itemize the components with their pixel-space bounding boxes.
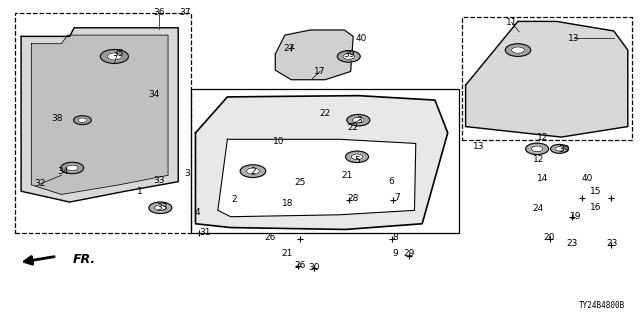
- Text: 21: 21: [281, 249, 292, 258]
- Circle shape: [353, 117, 364, 123]
- Text: 20: 20: [543, 233, 554, 242]
- Text: 37: 37: [179, 8, 190, 17]
- Text: 13: 13: [568, 34, 580, 43]
- Text: 2: 2: [231, 195, 237, 204]
- Text: 10: 10: [273, 137, 284, 146]
- Text: 12: 12: [532, 155, 544, 164]
- Circle shape: [155, 205, 166, 211]
- Text: 38: 38: [51, 114, 63, 123]
- Circle shape: [61, 162, 84, 174]
- Polygon shape: [275, 30, 353, 80]
- Text: 26: 26: [264, 233, 276, 242]
- Circle shape: [74, 116, 92, 124]
- Text: FR.: FR.: [73, 253, 96, 266]
- Circle shape: [346, 151, 369, 163]
- Text: 27: 27: [284, 44, 295, 53]
- Text: 39: 39: [343, 50, 355, 59]
- Circle shape: [246, 168, 259, 174]
- Bar: [15, 13, 191, 233]
- Circle shape: [531, 146, 543, 152]
- Text: 34: 34: [58, 167, 69, 176]
- Text: 40: 40: [356, 34, 367, 43]
- Text: 39: 39: [558, 145, 570, 154]
- Polygon shape: [195, 96, 448, 229]
- Text: 30: 30: [308, 263, 319, 272]
- Text: 22: 22: [348, 123, 359, 132]
- Text: 18: 18: [282, 198, 294, 207]
- Text: 23: 23: [607, 239, 618, 248]
- Circle shape: [337, 51, 360, 62]
- Text: 12: 12: [536, 132, 548, 141]
- Circle shape: [78, 118, 87, 123]
- Circle shape: [555, 147, 564, 151]
- Text: 28: 28: [348, 194, 359, 204]
- Polygon shape: [31, 35, 168, 195]
- Text: 24: 24: [532, 204, 544, 213]
- Bar: [191, 89, 460, 233]
- Text: 32: 32: [35, 180, 46, 188]
- Text: 13: 13: [472, 142, 484, 151]
- Text: 22: 22: [319, 109, 331, 118]
- Circle shape: [525, 143, 548, 155]
- Text: 3: 3: [356, 116, 362, 125]
- Circle shape: [67, 165, 78, 171]
- Bar: [462, 17, 632, 140]
- Text: 21: 21: [341, 171, 353, 180]
- Text: 40: 40: [581, 174, 593, 183]
- Circle shape: [505, 44, 531, 56]
- Circle shape: [511, 47, 524, 53]
- Polygon shape: [21, 28, 178, 202]
- Text: 31: 31: [199, 228, 211, 237]
- Text: 1: 1: [137, 187, 143, 196]
- Text: 36: 36: [154, 8, 165, 17]
- Text: 11: 11: [506, 18, 517, 27]
- Circle shape: [149, 202, 172, 213]
- Text: 34: 34: [148, 90, 159, 99]
- Polygon shape: [218, 139, 416, 217]
- Text: 29: 29: [404, 249, 415, 258]
- Text: 7: 7: [394, 193, 399, 202]
- Circle shape: [351, 154, 363, 160]
- Circle shape: [240, 165, 266, 178]
- Text: 4: 4: [195, 208, 200, 217]
- Text: 8: 8: [392, 233, 398, 242]
- Text: 33: 33: [156, 203, 168, 212]
- Circle shape: [550, 144, 568, 153]
- Text: 16: 16: [590, 203, 602, 212]
- Circle shape: [108, 53, 122, 60]
- Circle shape: [100, 50, 129, 63]
- Polygon shape: [466, 21, 628, 137]
- Text: 23: 23: [566, 239, 578, 248]
- Text: 33: 33: [154, 176, 165, 185]
- Circle shape: [347, 115, 370, 126]
- Text: 19: 19: [570, 212, 581, 221]
- Text: TY24B4800B: TY24B4800B: [579, 301, 625, 310]
- Text: 5: 5: [354, 156, 360, 164]
- Text: 2: 2: [250, 167, 256, 176]
- Text: 9: 9: [392, 249, 398, 258]
- Text: 25: 25: [294, 178, 305, 187]
- Text: 14: 14: [536, 174, 548, 183]
- Text: 6: 6: [388, 177, 394, 186]
- Text: 35: 35: [112, 49, 124, 58]
- Text: 26: 26: [294, 261, 305, 270]
- Text: 15: 15: [590, 188, 602, 196]
- Text: 17: 17: [314, 67, 326, 76]
- Circle shape: [343, 53, 355, 59]
- Text: 3: 3: [184, 169, 190, 178]
